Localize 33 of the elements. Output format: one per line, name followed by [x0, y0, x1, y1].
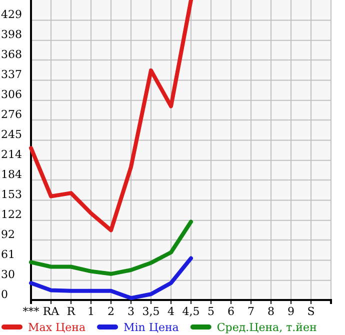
y-tick-label: 214 [1, 148, 22, 162]
y-tick-label: 337 [1, 68, 22, 82]
x-tick-label: 7 [248, 304, 254, 318]
x-tick-label: *** [22, 304, 40, 318]
x-tick-label: 2 [108, 304, 114, 318]
x-tick-label: RA [42, 304, 60, 318]
x-tick-label: 1 [88, 304, 94, 318]
y-tick-label: 153 [1, 188, 22, 202]
x-tick-label: 8 [268, 304, 274, 318]
y-tick-label: 276 [1, 108, 22, 121]
y-tick-label: 368 [1, 48, 22, 61]
x-tick-label: 6 [228, 304, 234, 318]
x-tick-label: S [307, 304, 315, 318]
legend-label: Min Цена [124, 321, 180, 334]
x-tick-label: 3,5 [142, 304, 160, 318]
y-tick-label: 245 [1, 128, 22, 142]
y-tick-label: 429 [1, 8, 22, 22]
x-tick-label: 9 [288, 304, 294, 318]
y-tick-label: 398 [1, 28, 22, 42]
y-tick-label: 92 [1, 228, 15, 241]
y-tick-label: 0 [1, 288, 8, 301]
y-tick-label: 61 [1, 248, 15, 262]
x-tick-label: 4 [168, 304, 174, 318]
x-tick-label: 3 [128, 304, 134, 318]
x-tick-label: 4,5 [182, 304, 200, 318]
legend-label: Сред.Цена, т.йен [216, 321, 317, 334]
x-tick-label: 5 [208, 304, 214, 318]
legend-label: Max Цена [28, 321, 86, 334]
y-tick-label: 122 [1, 208, 22, 222]
y-tick-label: 306 [1, 88, 22, 102]
x-tick-label: R [66, 304, 76, 318]
y-tick-label: 30 [1, 268, 15, 282]
y-tick-label: 184 [1, 168, 22, 181]
